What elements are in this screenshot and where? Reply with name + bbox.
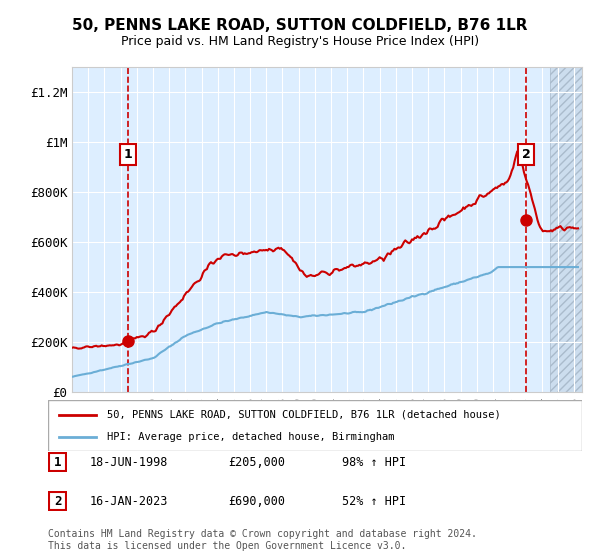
Text: £205,000: £205,000: [228, 455, 285, 469]
Bar: [550, 67, 582, 392]
Bar: [550, 67, 582, 392]
Text: 2: 2: [521, 148, 530, 161]
Text: Price paid vs. HM Land Registry's House Price Index (HPI): Price paid vs. HM Land Registry's House …: [121, 35, 479, 49]
Text: 1: 1: [124, 148, 133, 161]
Text: 50, PENNS LAKE ROAD, SUTTON COLDFIELD, B76 1LR (detached house): 50, PENNS LAKE ROAD, SUTTON COLDFIELD, B…: [107, 409, 500, 419]
Text: 16-JAN-2023: 16-JAN-2023: [90, 494, 169, 508]
Text: 18-JUN-1998: 18-JUN-1998: [90, 455, 169, 469]
FancyBboxPatch shape: [49, 453, 66, 471]
Text: Contains HM Land Registry data © Crown copyright and database right 2024.
This d: Contains HM Land Registry data © Crown c…: [48, 529, 477, 551]
Text: 1: 1: [54, 455, 61, 469]
Text: 2: 2: [54, 494, 61, 508]
FancyBboxPatch shape: [48, 400, 582, 451]
Text: HPI: Average price, detached house, Birmingham: HPI: Average price, detached house, Birm…: [107, 432, 394, 442]
Text: £690,000: £690,000: [228, 494, 285, 508]
Text: 98% ↑ HPI: 98% ↑ HPI: [342, 455, 406, 469]
Text: 52% ↑ HPI: 52% ↑ HPI: [342, 494, 406, 508]
Text: 50, PENNS LAKE ROAD, SUTTON COLDFIELD, B76 1LR: 50, PENNS LAKE ROAD, SUTTON COLDFIELD, B…: [72, 18, 528, 32]
FancyBboxPatch shape: [49, 492, 66, 510]
